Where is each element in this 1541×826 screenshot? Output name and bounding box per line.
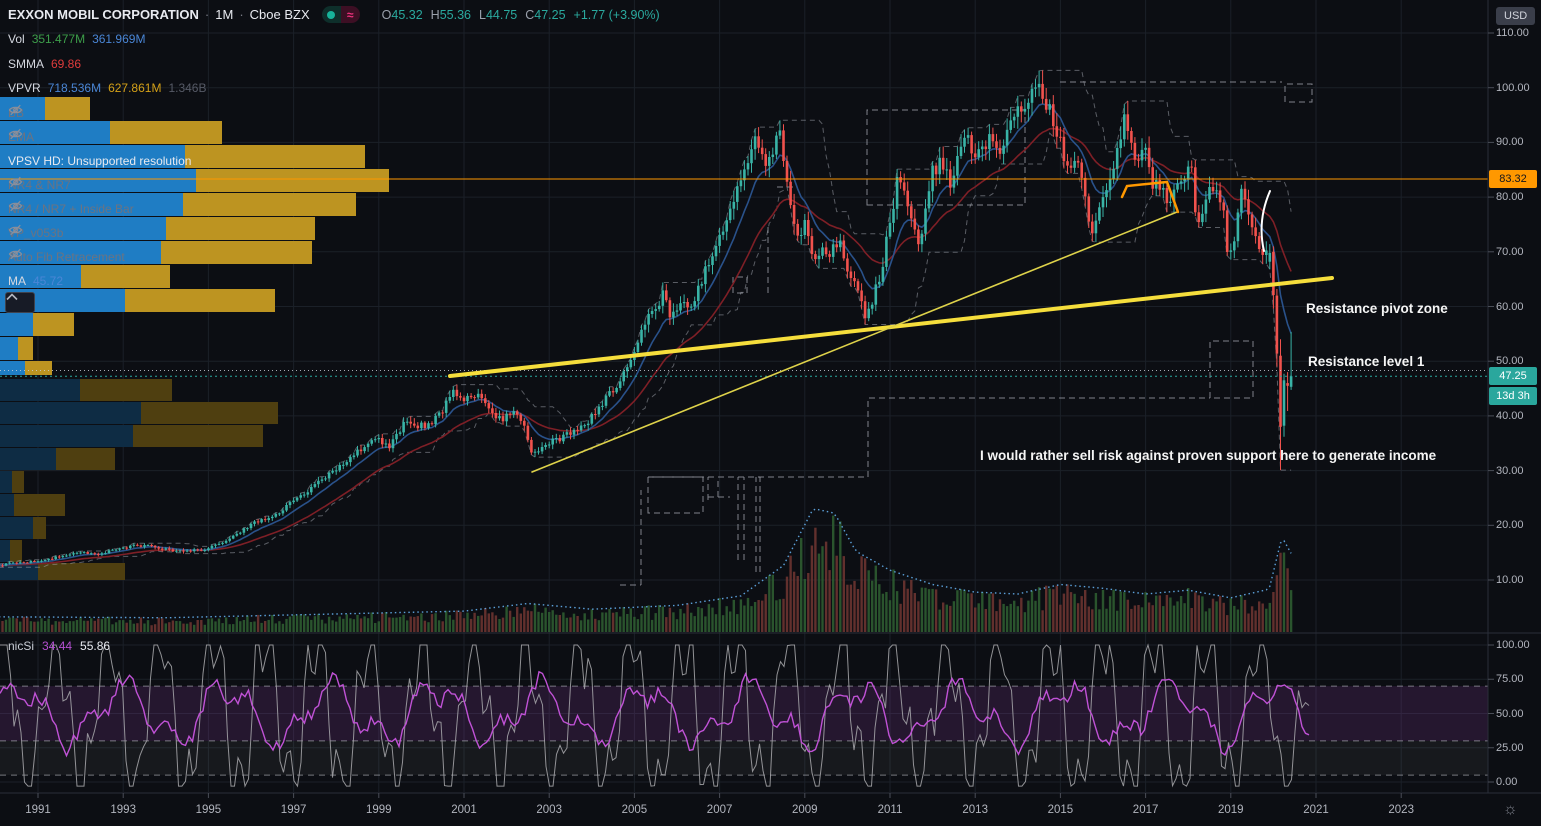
- text-annotation[interactable]: Resistance level 1: [1308, 354, 1425, 369]
- oscillator-tick-label: 50.00: [1496, 707, 1524, 720]
- oscillator-tick-label: 75.00: [1496, 673, 1524, 686]
- price-tick-label: 60.00: [1496, 300, 1524, 313]
- indicator-row-ma[interactable]: MA 45.72: [8, 274, 64, 288]
- oscillator-tick-label: 25.00: [1496, 741, 1524, 754]
- year-tick-label: 1997: [280, 804, 307, 816]
- indicator-row-vpsv-hd-unsupported-resolution[interactable]: VPSV HD: Unsupported resolution: [8, 154, 192, 168]
- eye-off-icon[interactable]: [8, 176, 23, 188]
- eye-off-icon[interactable]: [8, 224, 23, 236]
- theme-sun-icon[interactable]: ☼: [1503, 801, 1518, 818]
- ohlc-item: L44.75: [478, 7, 518, 22]
- text-annotation[interactable]: Resistance pivot zone: [1306, 301, 1448, 316]
- interval-label[interactable]: 1M: [215, 7, 234, 22]
- market-status-icon[interactable]: ≈: [321, 6, 360, 23]
- ohlc-item: +1.77 (+3.90%): [573, 7, 660, 22]
- exchange-label[interactable]: Cboe BZX: [249, 7, 310, 22]
- chevron-up-icon: [6, 293, 18, 301]
- lower-indicator-value-2: 55.86: [80, 639, 111, 653]
- year-tick-label: 1993: [110, 804, 136, 816]
- indicator-row-nr4-nr7-inside-bar[interactable]: NR4 / NR7 + Inside Bar: [8, 200, 134, 216]
- ohlc-item: H55.36: [430, 7, 471, 22]
- delayed-data-icon: ≈: [340, 6, 360, 23]
- price-tick-label: 90.00: [1496, 136, 1524, 149]
- eye-off-icon[interactable]: [8, 200, 23, 212]
- indicator-row-bb[interactable]: BB: [8, 104, 25, 120]
- year-tick-label: 2023: [1388, 804, 1414, 816]
- separator-dot: ·: [204, 7, 210, 22]
- ohlc-item: C47.25: [525, 7, 566, 22]
- price-tick-label: 70.00: [1496, 245, 1524, 258]
- price-tick-label: 100.00: [1496, 81, 1530, 94]
- alert-price-badge[interactable]: 83.32: [1489, 169, 1537, 188]
- current-price-badge[interactable]: 47.25: [1489, 367, 1537, 386]
- currency-badge[interactable]: USD: [1496, 7, 1536, 25]
- year-tick-label: 2011: [877, 804, 903, 816]
- eye-off-icon[interactable]: [8, 128, 23, 140]
- lower-indicator-name: nicSi: [8, 639, 35, 653]
- year-tick-label: 2013: [962, 804, 988, 816]
- indicator-row-nr4-nr7[interactable]: NR4 & NR7: [8, 176, 71, 192]
- eye-off-icon[interactable]: [8, 248, 23, 260]
- price-tick-label: 20.00: [1496, 519, 1524, 532]
- year-tick-label: 2015: [1047, 804, 1074, 816]
- price-tick-label: 80.00: [1496, 191, 1524, 204]
- text-annotation[interactable]: I would rather sell risk against proven …: [980, 448, 1437, 463]
- separator-dot: ·: [239, 7, 244, 22]
- indicator-row-vp-v053b[interactable]: VP_v053b: [8, 224, 64, 240]
- year-tick-label: 2017: [1132, 804, 1159, 816]
- indicator-row-ema[interactable]: EMA: [8, 128, 35, 144]
- price-tick-label: 10.00: [1496, 574, 1524, 586]
- indicator-row-vol[interactable]: Vol 351.477M 361.969M: [8, 32, 146, 46]
- oscillator-tick-label: 0.00: [1496, 776, 1518, 788]
- year-tick-label: 2009: [792, 804, 818, 816]
- lower-indicator-legend[interactable]: nicSi 34.44 55.86: [8, 639, 110, 653]
- year-tick-label: 1999: [366, 804, 392, 816]
- chart-legend-header[interactable]: EXXON MOBIL CORPORATION · 1M · Cboe BZX …: [8, 6, 660, 23]
- eye-off-icon[interactable]: [8, 104, 23, 116]
- market-open-dot-icon: [321, 6, 341, 23]
- price-tick-label: 40.00: [1496, 409, 1524, 422]
- price-tick-label: 30.00: [1496, 464, 1524, 477]
- bar-countdown-badge[interactable]: 13d 3h: [1489, 387, 1537, 406]
- year-tick-label: 1991: [25, 804, 51, 816]
- year-tick-label: 2001: [451, 804, 477, 816]
- year-tick-label: 2021: [1303, 804, 1329, 816]
- indicator-row-vpvr[interactable]: VPVR 718.536M 627.861M 1.346B: [8, 81, 207, 95]
- symbol-title[interactable]: EXXON MOBIL CORPORATION: [8, 7, 199, 22]
- year-tick-label: 2003: [536, 804, 562, 816]
- price-tick-label: 110.00: [1496, 27, 1529, 39]
- ohlc-values: O45.32 H55.36 L44.75 C47.25 +1.77 (+3.90%): [382, 8, 660, 22]
- oscillator-tick-label: 100.00: [1496, 639, 1530, 651]
- year-tick-label: 2007: [706, 804, 733, 816]
- lower-indicator-value-1: 34.44: [42, 639, 73, 653]
- year-tick-label: 2019: [1218, 804, 1244, 816]
- year-tick-label: 2005: [621, 804, 648, 816]
- collapse-indicators-button[interactable]: [5, 292, 35, 313]
- indicator-row-auto-fib-retracement[interactable]: Auto Fib Retracement: [8, 248, 125, 264]
- price-tick-label: 50.00: [1496, 355, 1524, 368]
- year-tick-label: 1995: [195, 804, 222, 816]
- indicator-row-smma[interactable]: SMMA 69.86: [8, 57, 82, 71]
- ohlc-item: O45.32: [381, 7, 423, 22]
